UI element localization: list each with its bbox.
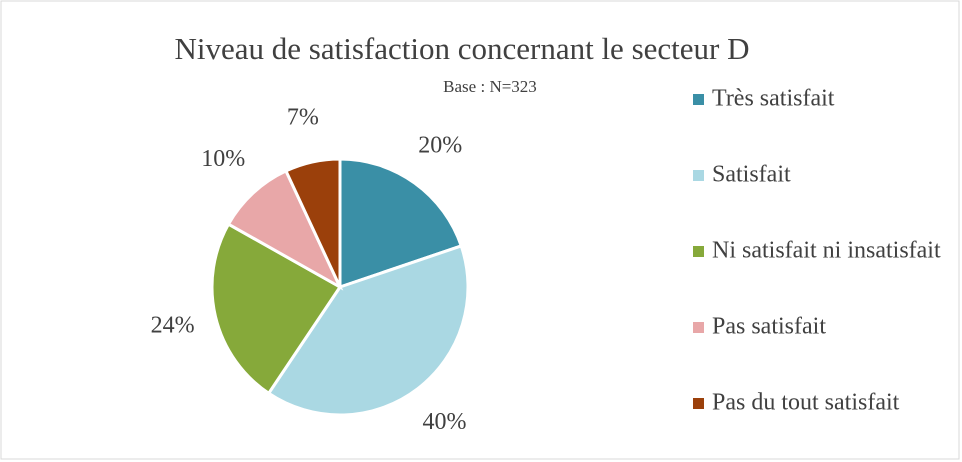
chart-subtitle: Base : N=323 [443, 77, 537, 96]
pie-slice [266, 244, 470, 417]
data-label: 24% [151, 312, 195, 338]
legend-label: Pas du tout satisfait [712, 390, 900, 416]
legend-label: Satisfait [712, 162, 791, 188]
legend-swatch [693, 170, 704, 181]
legend-swatch [693, 94, 704, 105]
pie-slice [210, 222, 343, 396]
data-label: 20% [418, 133, 462, 159]
chart-title: Niveau de satisfaction concernant le sec… [175, 31, 750, 66]
data-label: 7% [287, 105, 319, 131]
legend-swatch [693, 322, 704, 333]
pie-slice [226, 168, 344, 291]
legend-label: Ni satisfait ni insatisfait [712, 238, 941, 264]
legend-swatch [693, 246, 704, 257]
data-label: 10% [201, 146, 245, 172]
pie-slice [284, 157, 342, 288]
legend-label: Pas satisfait [712, 314, 826, 340]
legend-label: Très satisfait [712, 86, 835, 112]
data-label: 40% [423, 409, 467, 435]
legend-swatch [693, 398, 704, 409]
